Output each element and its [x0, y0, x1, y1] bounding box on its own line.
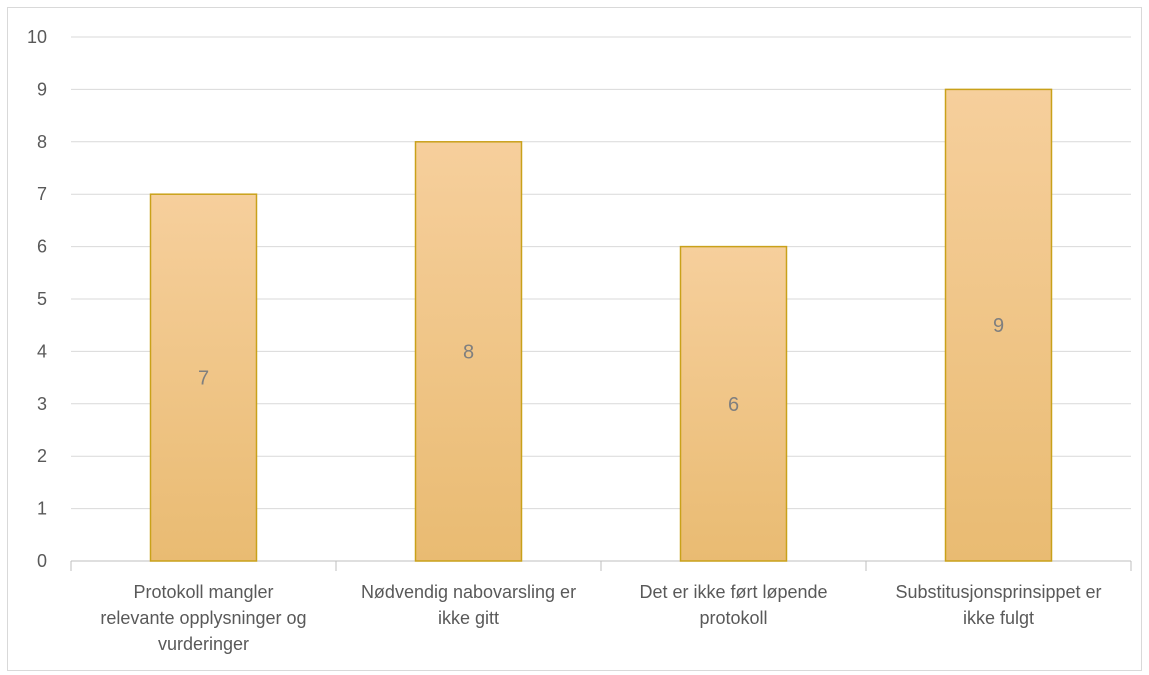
x-category-label-line: Det er ikke ført løpende: [639, 582, 827, 602]
x-category-label: Det er ikke ført løpende protokoll: [639, 582, 827, 628]
x-category-label-line: relevante opplysninger og: [100, 608, 306, 628]
x-category-label-line: Substitusjonsprinsippet er: [895, 582, 1101, 602]
x-category-label-line: Nødvendig nabovarsling er: [361, 582, 576, 602]
x-category-label-line: Protokoll mangler: [133, 582, 273, 602]
bars: [149, 88, 1053, 562]
y-tick-label: 10: [27, 27, 47, 47]
labels: 0 1 2 3 4 5 6 7 8 9 10 7 Protokoll mangler relevante …: [27, 27, 1102, 654]
y-tick-label: 1: [37, 499, 47, 519]
y-tick-label: 2: [37, 446, 47, 466]
y-tick-label: 0: [37, 551, 47, 571]
bar: [149, 193, 258, 562]
x-category-label: Protokoll mangler relevante opplysninger …: [100, 582, 306, 654]
y-tick-label: 5: [37, 289, 47, 309]
x-category-label-line: ikke fulgt: [963, 608, 1034, 628]
axes: [70, 560, 1132, 571]
x-category-label: Nødvendig nabovarsling er ikke gitt: [361, 582, 576, 628]
y-tick-label: 6: [37, 237, 47, 257]
x-category-label-line: vurderinger: [158, 634, 249, 654]
data-label: 6: [728, 394, 739, 416]
y-tick-label: 8: [37, 132, 47, 152]
data-label: 9: [993, 315, 1004, 337]
bar: [679, 245, 788, 562]
x-category-label: Substitusjonsprinsippet er ikke fulgt: [895, 582, 1101, 628]
y-tick-label: 7: [37, 184, 47, 204]
data-label: 8: [463, 341, 474, 363]
data-label: 7: [198, 368, 209, 390]
x-category-label-line: ikke gitt: [438, 608, 499, 628]
y-tick-label: 4: [37, 341, 47, 361]
bar: [944, 88, 1053, 562]
y-tick-label: 9: [37, 79, 47, 99]
y-tick-label: 3: [37, 394, 47, 414]
bar: [414, 141, 523, 562]
x-category-label-line: protokoll: [699, 608, 767, 628]
